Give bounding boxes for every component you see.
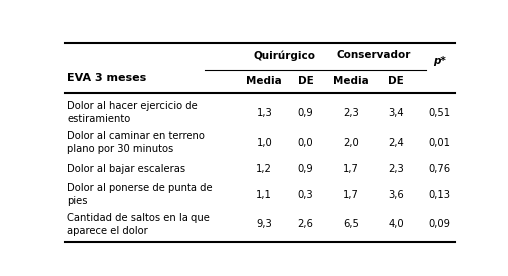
Text: 3,4: 3,4	[388, 108, 404, 118]
Text: EVA 3 meses: EVA 3 meses	[68, 73, 147, 83]
Text: Media: Media	[246, 76, 282, 86]
Text: Dolor al caminar en terreno
plano por 30 minutos: Dolor al caminar en terreno plano por 30…	[68, 131, 205, 154]
Text: 1,7: 1,7	[343, 164, 359, 174]
Text: 3,6: 3,6	[388, 190, 404, 200]
Text: DE: DE	[388, 76, 404, 86]
Text: 1,3: 1,3	[257, 108, 272, 118]
Text: 4,0: 4,0	[388, 219, 404, 229]
Text: 0,13: 0,13	[428, 190, 451, 200]
Text: 1,7: 1,7	[343, 190, 359, 200]
Text: Dolor al ponerse de punta de
pies: Dolor al ponerse de punta de pies	[68, 183, 213, 206]
Text: 0,9: 0,9	[298, 164, 313, 174]
Text: 2,3: 2,3	[388, 164, 404, 174]
Text: 0,76: 0,76	[428, 164, 451, 174]
Text: 1,2: 1,2	[257, 164, 272, 174]
Text: 0,3: 0,3	[298, 190, 313, 200]
Text: 6,5: 6,5	[343, 219, 359, 229]
Text: Conservador: Conservador	[336, 51, 411, 60]
Text: Dolor al hacer ejercicio de
estiramiento: Dolor al hacer ejercicio de estiramiento	[68, 101, 198, 124]
Text: 1,1: 1,1	[257, 190, 272, 200]
Text: 1,0: 1,0	[257, 137, 272, 148]
Text: 0,9: 0,9	[298, 108, 313, 118]
Text: 2,0: 2,0	[343, 137, 359, 148]
Text: p*: p*	[433, 56, 446, 66]
Text: 0,51: 0,51	[428, 108, 451, 118]
Text: 2,4: 2,4	[388, 137, 404, 148]
Text: Media: Media	[333, 76, 369, 86]
Text: 9,3: 9,3	[257, 219, 272, 229]
Text: 2,6: 2,6	[298, 219, 313, 229]
Text: 0,09: 0,09	[428, 219, 451, 229]
Text: 0,01: 0,01	[428, 137, 451, 148]
Text: 2,3: 2,3	[343, 108, 359, 118]
Text: Dolor al bajar escaleras: Dolor al bajar escaleras	[68, 164, 185, 174]
Text: Quirúrgico: Quirúrgico	[254, 50, 316, 61]
Text: Cantidad de saltos en la que
aparece el dolor: Cantidad de saltos en la que aparece el …	[68, 213, 210, 236]
Text: DE: DE	[298, 76, 313, 86]
Text: 0,0: 0,0	[298, 137, 313, 148]
